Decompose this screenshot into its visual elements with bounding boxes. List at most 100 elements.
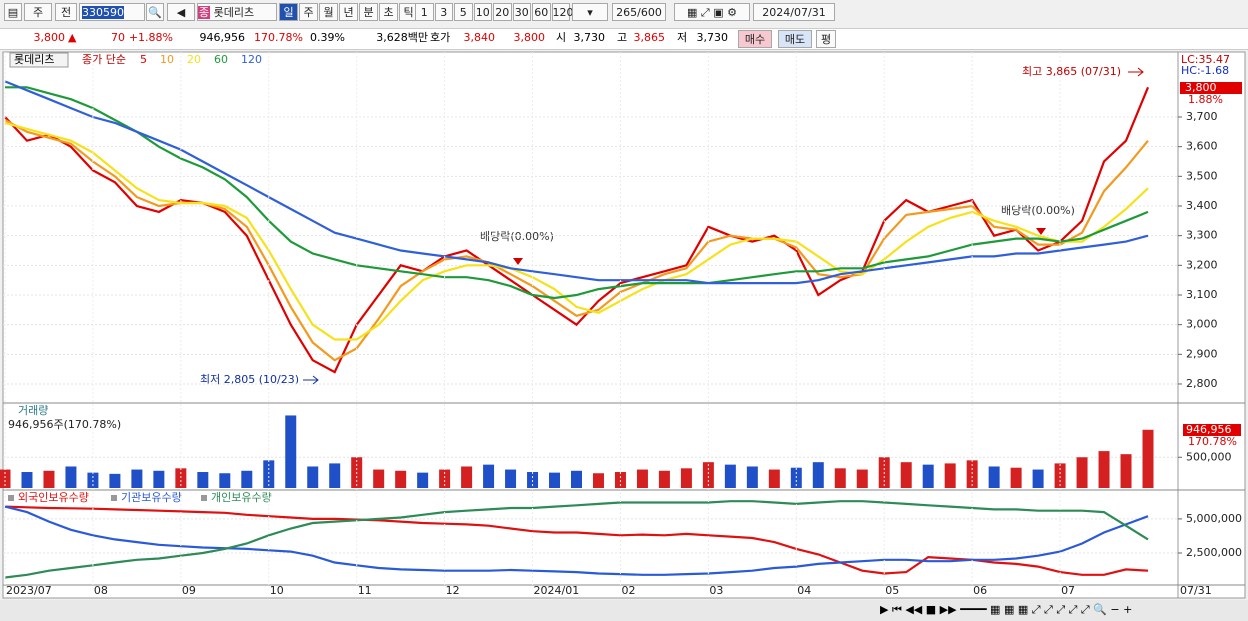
code-input[interactable]: 330590	[79, 3, 145, 21]
market[interactable]: 주	[24, 3, 52, 21]
toolbar-button[interactable]: 60	[532, 3, 551, 21]
last-volume-box	[1183, 424, 1241, 436]
last-price-box	[1180, 82, 1242, 94]
volume-bar	[702, 462, 714, 488]
volume-bar	[856, 469, 868, 488]
plot-bg	[2, 51, 1179, 599]
x-end-label: 07/31	[1180, 584, 1212, 597]
legend-entry: 외국인보유수량	[18, 491, 89, 504]
y-tick-label: 3,000	[1186, 318, 1218, 331]
buy-button[interactable]: 매수	[738, 30, 772, 48]
x-tick-label: 03	[709, 584, 723, 597]
lc-label: LC:35.47	[1181, 53, 1230, 66]
volume-bar	[549, 472, 561, 488]
volume-bar	[131, 469, 143, 488]
ask: 3,840	[463, 31, 496, 44]
eval-button[interactable]: 평	[816, 30, 836, 48]
last-price: 3,800	[1185, 81, 1217, 94]
change: 70	[111, 31, 125, 44]
nav-buttons[interactable]: ▶ ⏮ ◀◀ ■ ▶▶ ━━━━ ▦ ▦ ▦ ⤢ ⤢ ⤢ ⤢ ⤢ 🔍 − +	[880, 603, 1133, 616]
toolbar-button[interactable]: 월	[319, 3, 338, 21]
stock-name[interactable]: 종 롯데리츠	[197, 3, 277, 21]
y-tick-label: 3,100	[1186, 288, 1218, 301]
x-tick-label: 04	[797, 584, 811, 597]
y-tick-label: 3,400	[1186, 199, 1218, 212]
last-volume-rate: 170.78%	[1188, 435, 1237, 448]
toolbar-button[interactable]: 10	[473, 3, 492, 21]
volume-bar	[0, 469, 11, 488]
toolbar-button[interactable]: 초	[379, 3, 398, 21]
x-tick-label: 02	[621, 584, 635, 597]
volume-bar	[1010, 467, 1022, 488]
dropdown[interactable]: ▾	[572, 3, 608, 21]
legend-swatch	[201, 495, 207, 501]
toolbar-button[interactable]: 5	[454, 3, 473, 21]
series-line	[5, 86, 1149, 300]
sound[interactable]: ◀	[167, 3, 195, 21]
low-label: 저	[677, 31, 688, 44]
high-annotation: 최고 3,865 (07/31)	[1022, 65, 1121, 78]
volume-bar	[900, 462, 912, 488]
volume-bar	[922, 464, 934, 488]
low: 3,730	[696, 31, 729, 44]
volume-bar	[724, 464, 736, 488]
low-annotation: 최저 2,805 (10/23)	[200, 373, 299, 386]
high-label: 고	[617, 31, 628, 44]
count-box[interactable]: 265/600	[612, 3, 666, 21]
toolbar-button[interactable]: 1	[415, 3, 434, 21]
count-max: /600	[637, 6, 662, 19]
volume-subtitle: 946,956주(170.78%)	[8, 418, 121, 431]
tools[interactable]: ▦ ⤢ ▣ ⚙	[674, 3, 750, 21]
toolbar-button[interactable]: 30	[512, 3, 531, 21]
date[interactable]: 2024/07/31	[753, 3, 835, 21]
sell-button[interactable]: 매도	[778, 30, 812, 48]
scope[interactable]: 전	[55, 3, 77, 21]
x-tick-label: 10	[270, 584, 284, 597]
toolbar-button[interactable]: 120	[551, 3, 574, 21]
series-line	[4, 505, 1149, 576]
volume-bar	[988, 466, 1000, 488]
toolbar-button[interactable]: 20	[493, 3, 512, 21]
open: 3,730	[573, 31, 606, 44]
x-tick-label: 05	[885, 584, 899, 597]
y-tick-label: 500,000	[1186, 450, 1232, 463]
volume-bar	[1032, 469, 1044, 488]
series-line	[4, 121, 1149, 341]
volume-bar	[21, 472, 33, 488]
volume-title: 거래량	[18, 404, 48, 417]
legend-box	[9, 52, 69, 68]
volume-bar	[417, 472, 429, 488]
volume-bar	[966, 460, 978, 488]
volume-bar	[812, 462, 824, 488]
high: 3,865	[633, 31, 666, 44]
toolbar-button[interactable]: 년	[339, 3, 358, 21]
y-tick-label: 3,200	[1186, 258, 1218, 271]
legend-entry: 5	[140, 53, 147, 66]
arrow: ▲	[68, 31, 77, 44]
y-tick-label: 5,000,000	[1186, 512, 1242, 525]
code: 330590	[82, 6, 124, 19]
volume-bar	[153, 470, 165, 488]
legend-entry: 120	[241, 53, 262, 66]
count: 265	[616, 6, 638, 19]
toolbar-button[interactable]: 분	[359, 3, 378, 21]
toolbar-button[interactable]: 틱	[399, 3, 418, 21]
x-tick-label: 06	[973, 584, 987, 597]
toolbar-button[interactable]: 주	[299, 3, 318, 21]
volume-bar	[373, 469, 385, 488]
rate: +1.88%	[128, 31, 173, 44]
volume: 946,956	[199, 31, 246, 44]
dividend-marker	[513, 258, 523, 265]
toolbar-button[interactable]: 일	[279, 3, 298, 21]
volume-bar	[65, 466, 77, 488]
arrow	[1128, 67, 1144, 77]
menu-icon[interactable]: ▤	[4, 3, 22, 21]
bid-label: 호가	[430, 31, 451, 44]
y-tick-label: 3,300	[1186, 229, 1218, 242]
legend-prefix: 종가 단순	[82, 53, 126, 66]
series-line	[4, 80, 1149, 285]
x-tick-label: 08	[94, 584, 108, 597]
search[interactable]: 🔍	[146, 3, 164, 21]
toolbar-button[interactable]: 3	[434, 3, 453, 21]
volume-bar	[461, 466, 473, 488]
